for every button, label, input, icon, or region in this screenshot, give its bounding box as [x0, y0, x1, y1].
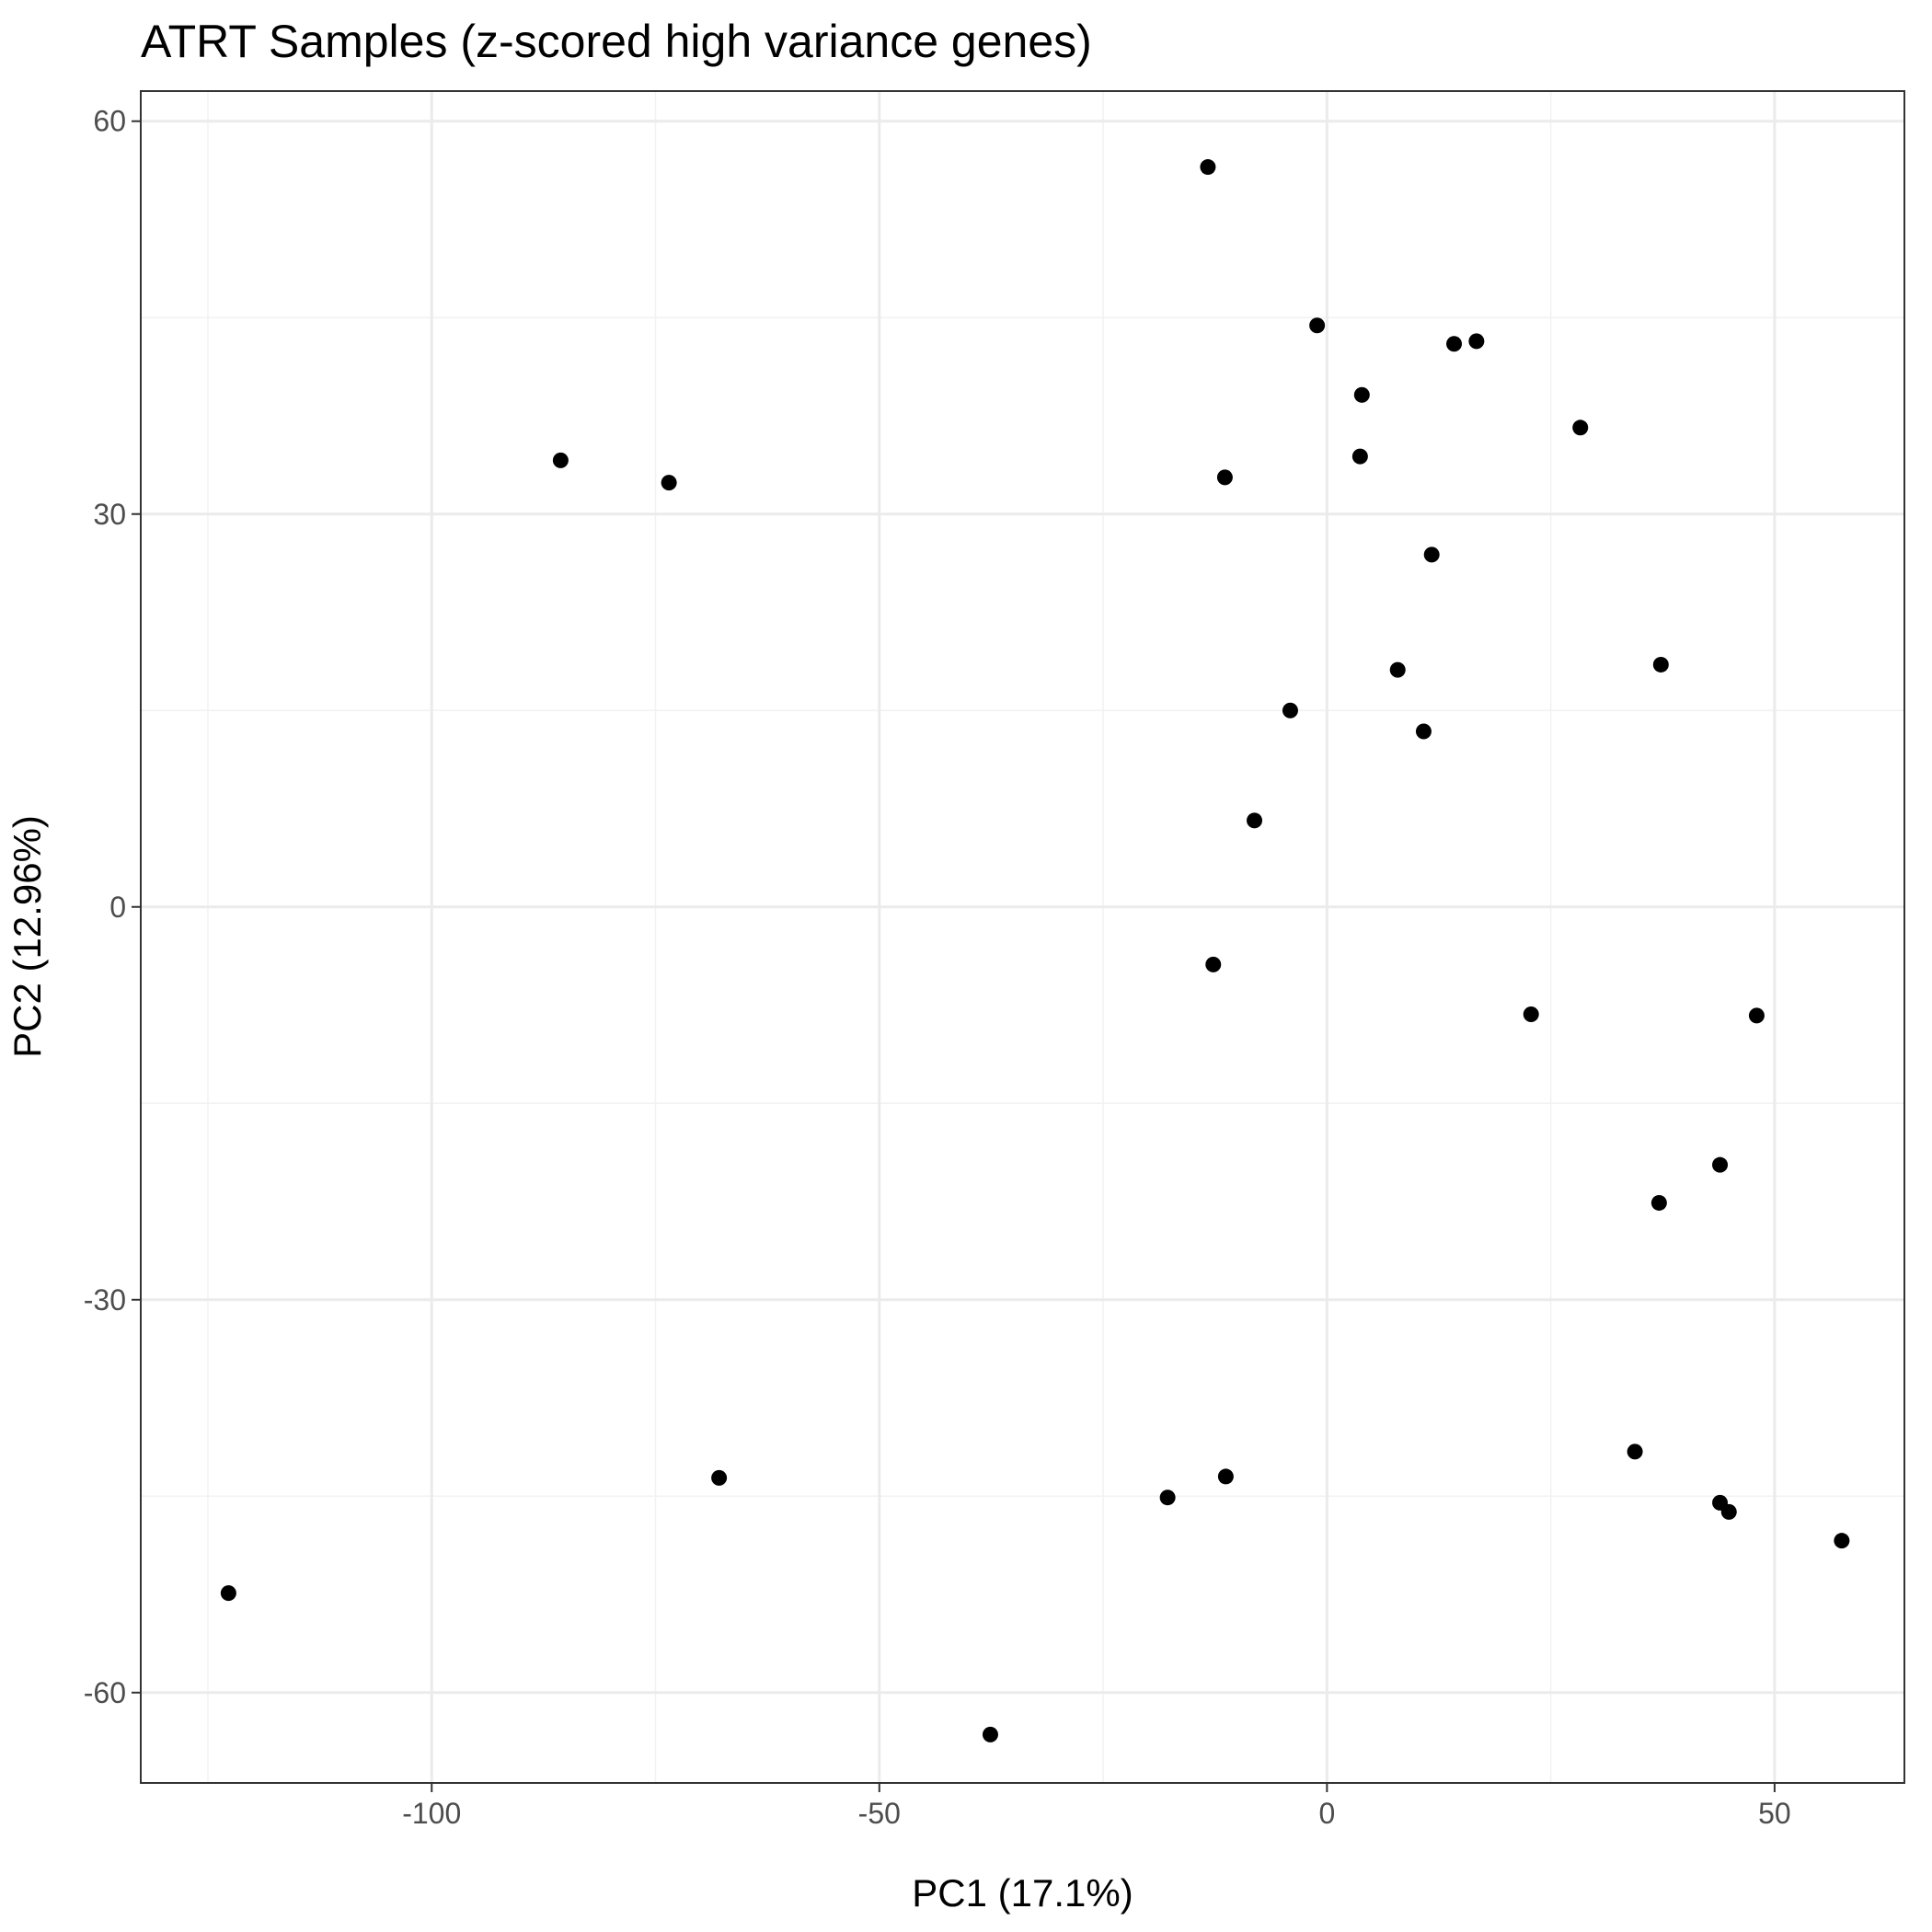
data-point — [1423, 546, 1440, 563]
data-point — [1205, 956, 1222, 972]
x-tick-label: -50 — [858, 1797, 901, 1830]
data-point — [1217, 1468, 1234, 1485]
data-point — [1216, 469, 1233, 486]
y-tick-label: -30 — [84, 1283, 126, 1317]
data-point — [1468, 333, 1485, 350]
data-point — [1650, 1194, 1667, 1211]
data-point — [1748, 1007, 1765, 1024]
x-tick-label: 0 — [1318, 1797, 1335, 1830]
data-point — [552, 452, 569, 468]
data-point — [1159, 1489, 1176, 1506]
x-tick-label: -100 — [402, 1797, 461, 1830]
data-point — [1200, 159, 1216, 176]
minor-gridlines — [141, 91, 1904, 1783]
data-point — [220, 1585, 236, 1602]
major-gridlines — [141, 91, 1904, 1783]
y-tick-label: 60 — [93, 105, 126, 138]
y-tick-label: 0 — [109, 891, 126, 924]
x-axis-title: PC1 (17.1%) — [912, 1871, 1133, 1915]
y-axis-ticks: 60 30 0 -30 -60 — [84, 105, 141, 1709]
x-axis-ticks: -100 -50 0 50 — [402, 1783, 1791, 1830]
data-point — [1627, 1443, 1643, 1460]
data-point — [1309, 317, 1326, 334]
data-point — [1415, 723, 1432, 740]
x-tick-label: 50 — [1758, 1797, 1791, 1830]
data-point — [1523, 1006, 1539, 1022]
chart-title: ATRT Samples (z-scored high variance gen… — [141, 16, 1092, 67]
data-point — [661, 475, 677, 491]
y-tick-label: 30 — [93, 498, 126, 531]
data-point — [1712, 1156, 1729, 1173]
plot-panel-border — [140, 90, 1905, 1784]
data-point — [1389, 661, 1406, 678]
data-point — [1446, 336, 1463, 352]
data-point — [711, 1469, 728, 1486]
y-axis-title: PC2 (12.96%) — [6, 815, 49, 1058]
data-point — [1353, 386, 1370, 403]
data-point — [1247, 812, 1263, 829]
data-point — [982, 1726, 998, 1742]
data-point — [1720, 1503, 1737, 1520]
y-tick-label: -60 — [84, 1676, 126, 1709]
data-points — [220, 159, 1850, 1742]
data-point — [1652, 656, 1669, 673]
data-point — [1351, 448, 1368, 465]
data-point — [1282, 702, 1298, 719]
data-point — [1834, 1533, 1850, 1549]
data-point — [1572, 420, 1589, 436]
